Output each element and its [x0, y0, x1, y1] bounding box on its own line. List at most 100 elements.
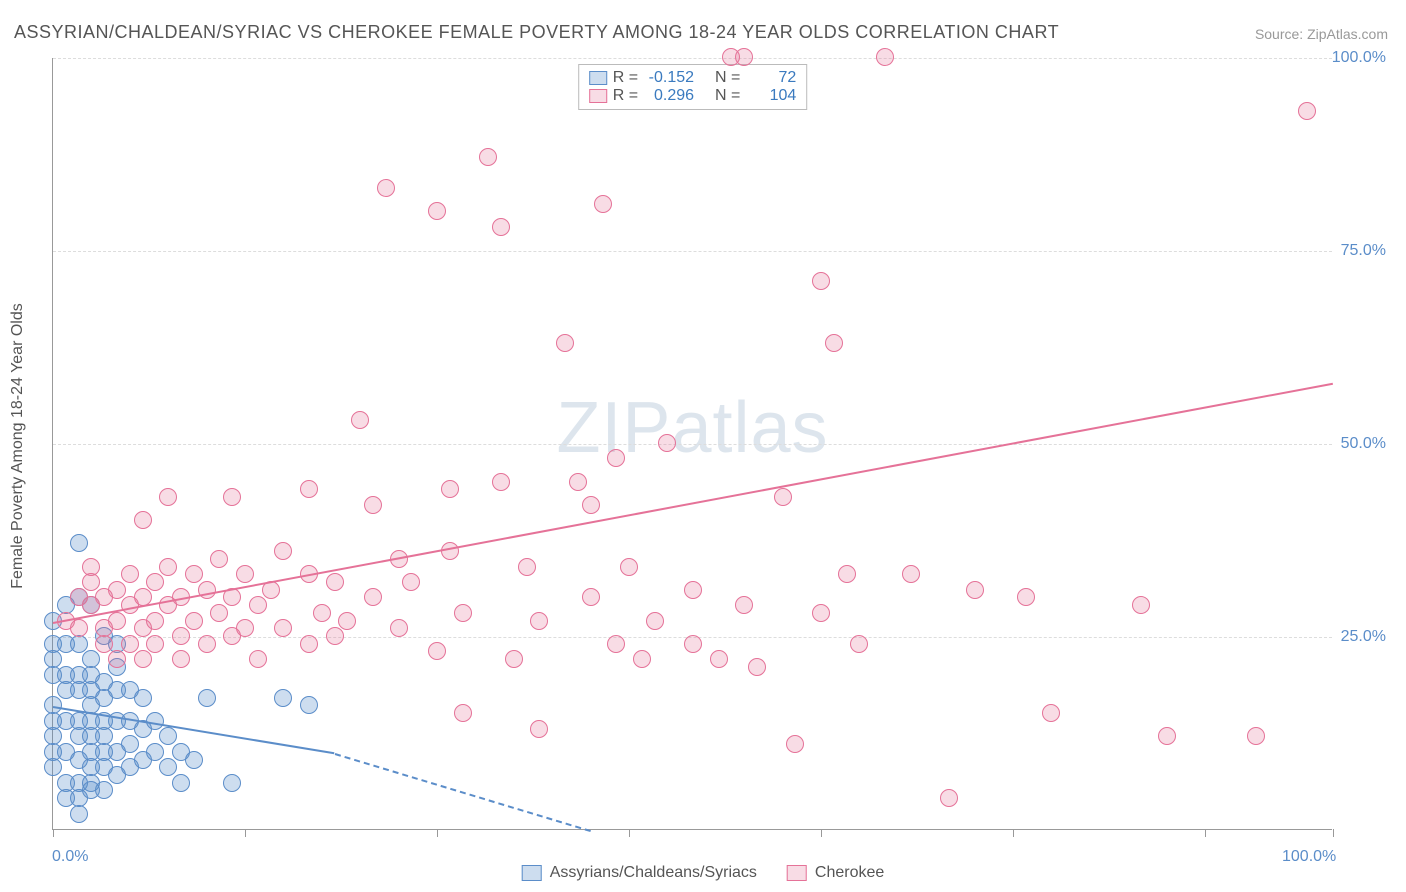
data-point: [902, 565, 920, 583]
trend-line: [334, 753, 591, 832]
data-point: [594, 195, 612, 213]
data-point: [236, 565, 254, 583]
data-point: [172, 627, 190, 645]
data-point: [274, 619, 292, 637]
data-point: [300, 480, 318, 498]
x-tick-label: 100.0%: [1282, 848, 1336, 866]
data-point: [159, 558, 177, 576]
y-tick-label: 75.0%: [1341, 242, 1386, 260]
data-point: [185, 565, 203, 583]
data-point: [735, 596, 753, 614]
x-tick: [1333, 829, 1334, 837]
data-point: [198, 689, 216, 707]
legend-swatch: [589, 71, 607, 85]
data-point: [121, 735, 139, 753]
source-label: Source: ZipAtlas.com: [1255, 26, 1388, 42]
plot-area: ZIPatlas R =-0.152 N =72R =0.296 N =104: [52, 58, 1332, 830]
data-point: [236, 619, 254, 637]
data-point: [633, 650, 651, 668]
data-point: [786, 735, 804, 753]
data-point: [121, 565, 139, 583]
data-point: [172, 650, 190, 668]
data-point: [210, 604, 228, 622]
data-point: [326, 573, 344, 591]
x-tick-label: 0.0%: [52, 848, 88, 866]
stat-n-label: N =: [715, 69, 740, 87]
series-legend: Assyrians/Chaldeans/SyriacsCherokee: [522, 864, 885, 882]
data-point: [530, 720, 548, 738]
data-point: [735, 48, 753, 66]
data-point: [684, 635, 702, 653]
stat-n-label: N =: [715, 87, 740, 105]
gridline-h: [53, 58, 1332, 59]
data-point: [966, 581, 984, 599]
chart-title: ASSYRIAN/CHALDEAN/SYRIAC VS CHEROKEE FEM…: [14, 22, 1059, 43]
data-point: [44, 650, 62, 668]
data-point: [159, 488, 177, 506]
data-point: [812, 272, 830, 290]
x-tick: [437, 829, 438, 837]
data-point: [1017, 588, 1035, 606]
stats-legend: R =-0.152 N =72R =0.296 N =104: [578, 64, 808, 110]
data-point: [326, 627, 344, 645]
data-point: [492, 218, 510, 236]
data-point: [940, 789, 958, 807]
data-point: [351, 411, 369, 429]
data-point: [646, 612, 664, 630]
y-tick-label: 50.0%: [1341, 435, 1386, 453]
data-point: [82, 573, 100, 591]
watermark-atlas: atlas: [671, 388, 828, 468]
data-point: [876, 48, 894, 66]
data-point: [185, 612, 203, 630]
legend-item: Cherokee: [787, 864, 884, 882]
data-point: [492, 473, 510, 491]
data-point: [364, 496, 382, 514]
data-point: [1042, 704, 1060, 722]
data-point: [185, 751, 203, 769]
stat-r-value: 0.296: [644, 87, 694, 105]
data-point: [159, 758, 177, 776]
data-point: [850, 635, 868, 653]
data-point: [44, 758, 62, 776]
data-point: [70, 619, 88, 637]
x-tick: [1205, 829, 1206, 837]
data-point: [607, 449, 625, 467]
data-point: [1132, 596, 1150, 614]
data-point: [313, 604, 331, 622]
x-tick: [821, 829, 822, 837]
data-point: [710, 650, 728, 668]
data-point: [428, 642, 446, 660]
data-point: [454, 704, 472, 722]
data-point: [300, 635, 318, 653]
stat-n-value: 104: [746, 87, 796, 105]
data-point: [454, 604, 472, 622]
data-point: [441, 542, 459, 560]
data-point: [70, 805, 88, 823]
y-tick-label: 100.0%: [1332, 49, 1386, 67]
data-point: [505, 650, 523, 668]
data-point: [134, 689, 152, 707]
data-point: [134, 650, 152, 668]
data-point: [70, 635, 88, 653]
data-point: [223, 488, 241, 506]
data-point: [1298, 102, 1316, 120]
data-point: [223, 774, 241, 792]
data-point: [300, 696, 318, 714]
data-point: [748, 658, 766, 676]
x-tick: [245, 829, 246, 837]
data-point: [134, 511, 152, 529]
data-point: [274, 542, 292, 560]
stat-n-value: 72: [746, 69, 796, 87]
gridline-h: [53, 444, 1332, 445]
data-point: [582, 496, 600, 514]
stat-r-label: R =: [613, 87, 638, 105]
data-point: [198, 635, 216, 653]
data-point: [210, 550, 228, 568]
data-point: [338, 612, 356, 630]
data-point: [684, 581, 702, 599]
data-point: [812, 604, 830, 622]
stats-row: R =-0.152 N =72: [589, 69, 797, 87]
data-point: [70, 534, 88, 552]
data-point: [774, 488, 792, 506]
data-point: [838, 565, 856, 583]
